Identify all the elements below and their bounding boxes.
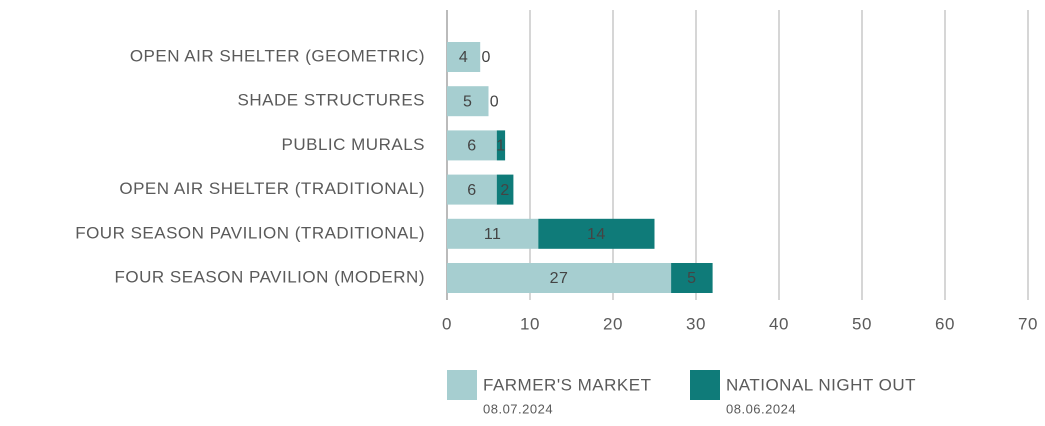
x-tick-label: 40 [769, 314, 789, 333]
bar-segment [496, 174, 514, 205]
bar-segment [496, 130, 506, 161]
data-label: 14 [587, 226, 606, 243]
legend-swatch [447, 370, 477, 400]
category-label: OPEN AIR SHELTER (GEOMETRIC) [130, 46, 425, 65]
data-label: 6 [467, 182, 476, 199]
legend-label: NATIONAL NIGHT OUT [726, 375, 916, 394]
data-label: 0 [490, 93, 499, 110]
category-label: FOUR SEASON PAVILION (TRADITIONAL) [75, 223, 425, 242]
x-tick-label: 70 [1018, 314, 1038, 333]
category-label: SHADE STRUCTURES [238, 91, 425, 110]
category-label: FOUR SEASON PAVILION (MODERN) [115, 267, 425, 286]
bar-segment [447, 174, 497, 205]
bar-segment [447, 263, 672, 293]
data-label: 5 [687, 270, 696, 287]
data-label: 1 [496, 138, 505, 155]
x-tick-label: 50 [852, 314, 872, 333]
bar-segment [671, 263, 713, 293]
legend-date: 08.07.2024 [483, 401, 553, 416]
category-label: PUBLIC MURALS [282, 135, 425, 154]
bar-segment [447, 86, 489, 117]
bar-segment [447, 130, 497, 161]
x-tick-label: 10 [520, 314, 540, 333]
x-tick-label: 60 [935, 314, 955, 333]
category-label: OPEN AIR SHELTER (TRADITIONAL) [119, 179, 425, 198]
x-tick-label: 0 [442, 314, 452, 333]
legend-date: 08.06.2024 [726, 401, 796, 416]
data-label: 2 [500, 182, 509, 199]
data-label: 11 [484, 226, 502, 243]
legend-label: FARMER'S MARKET [483, 375, 652, 394]
bar-segment [447, 42, 481, 72]
legend-swatch [690, 370, 720, 400]
data-label: 0 [481, 49, 490, 66]
bar-segment [538, 218, 655, 249]
x-tick-label: 30 [686, 314, 706, 333]
data-label: 6 [467, 138, 476, 155]
data-label: 4 [459, 49, 468, 66]
data-label: 27 [550, 270, 569, 287]
data-label: 5 [463, 93, 472, 110]
bar-segment [447, 218, 539, 249]
x-tick-label: 20 [603, 314, 623, 333]
